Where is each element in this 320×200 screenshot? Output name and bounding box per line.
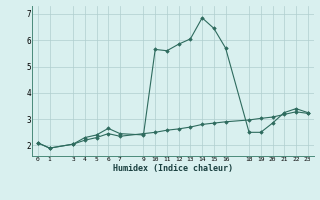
X-axis label: Humidex (Indice chaleur): Humidex (Indice chaleur) [113, 164, 233, 173]
